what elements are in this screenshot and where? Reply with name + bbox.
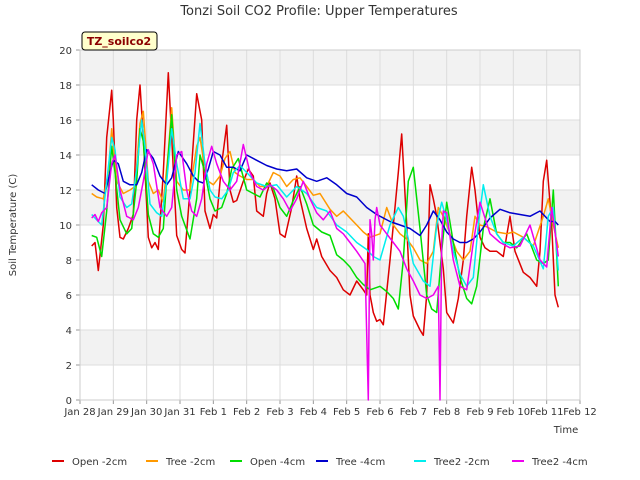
series-lines xyxy=(91,72,560,401)
x-tick-label: Feb 8 xyxy=(433,407,460,418)
legend-label: Tree -4cm xyxy=(335,457,385,468)
y-tick-label: 4 xyxy=(66,326,72,337)
site-label-box xyxy=(81,31,158,51)
y-tick-label: 8 xyxy=(66,256,72,267)
x-tick-label: Feb 2 xyxy=(233,407,260,418)
chart-title: Tonzi Soil CO2 Profile: Upper Temperatur… xyxy=(179,4,458,19)
y-tick-label: 2 xyxy=(66,361,72,372)
site-label-text: TZ_soilco2 xyxy=(87,35,151,48)
series-line-tree-2cm xyxy=(91,107,560,265)
plot-band xyxy=(80,330,580,365)
legend-label: Tree2 -2cm xyxy=(433,457,490,468)
plot-band xyxy=(80,50,580,85)
x-tick-label: Jan 29 xyxy=(97,407,129,418)
series-line-open-4cm xyxy=(91,114,560,314)
plot-band xyxy=(80,190,580,225)
legend: Open -2cm Tree -2cm Open -4cm Tree -4cm Tree… xyxy=(52,457,588,468)
y-tick-label: 12 xyxy=(59,186,72,197)
y-tick-label: 14 xyxy=(59,151,72,162)
y-tick-label: 0 xyxy=(66,396,72,407)
legend-label: Tree -2cm xyxy=(165,457,215,468)
x-tick-label: Feb 1 xyxy=(200,407,227,418)
axes: 0 2 4 6 8 10 12 14 16 18 20 Jan 28 Jan 29 Jan 30 Jan 3… xyxy=(59,46,597,418)
x-tick-label: Feb 3 xyxy=(266,407,293,418)
y-tick-label: 18 xyxy=(59,81,72,92)
y-tick-label: 16 xyxy=(59,116,72,127)
plot-band xyxy=(80,120,580,155)
site-label-badge: TZ_soilco2 xyxy=(81,31,158,51)
x-tick-label: Feb 12 xyxy=(563,407,597,418)
x-tick-label: Feb 11 xyxy=(530,407,564,418)
series-line-tree2-2cm xyxy=(91,119,560,288)
x-tick-label: Feb 5 xyxy=(333,407,360,418)
plot-border xyxy=(79,49,581,401)
x-tick-label: Feb 6 xyxy=(366,407,393,418)
legend-label: Open -2cm xyxy=(72,457,127,468)
y-axis-label: Soil Temperature (C) xyxy=(8,174,19,277)
series-line-tree2-4cm xyxy=(91,143,560,401)
plot-band xyxy=(80,260,580,295)
x-tick-label: Jan 28 xyxy=(63,407,95,418)
x-tick-label: Feb 4 xyxy=(300,407,327,418)
series-line-open-2cm xyxy=(91,72,560,337)
legend-label: Open -4cm xyxy=(250,457,305,468)
x-tick-label: Jan 31 xyxy=(163,407,195,418)
y-tick-label: 6 xyxy=(66,291,72,302)
x-tick-label: Feb 9 xyxy=(466,407,493,418)
x-tick-label: Jan 30 xyxy=(130,407,162,418)
y-tick-label: 10 xyxy=(59,221,72,232)
x-tick-label: Feb 10 xyxy=(497,407,531,418)
y-tick-label: 20 xyxy=(59,46,72,57)
legend-label: Tree2 -4cm xyxy=(531,457,588,468)
x-tick-label: Feb 7 xyxy=(400,407,427,418)
x-axis-label: Time xyxy=(553,425,578,436)
